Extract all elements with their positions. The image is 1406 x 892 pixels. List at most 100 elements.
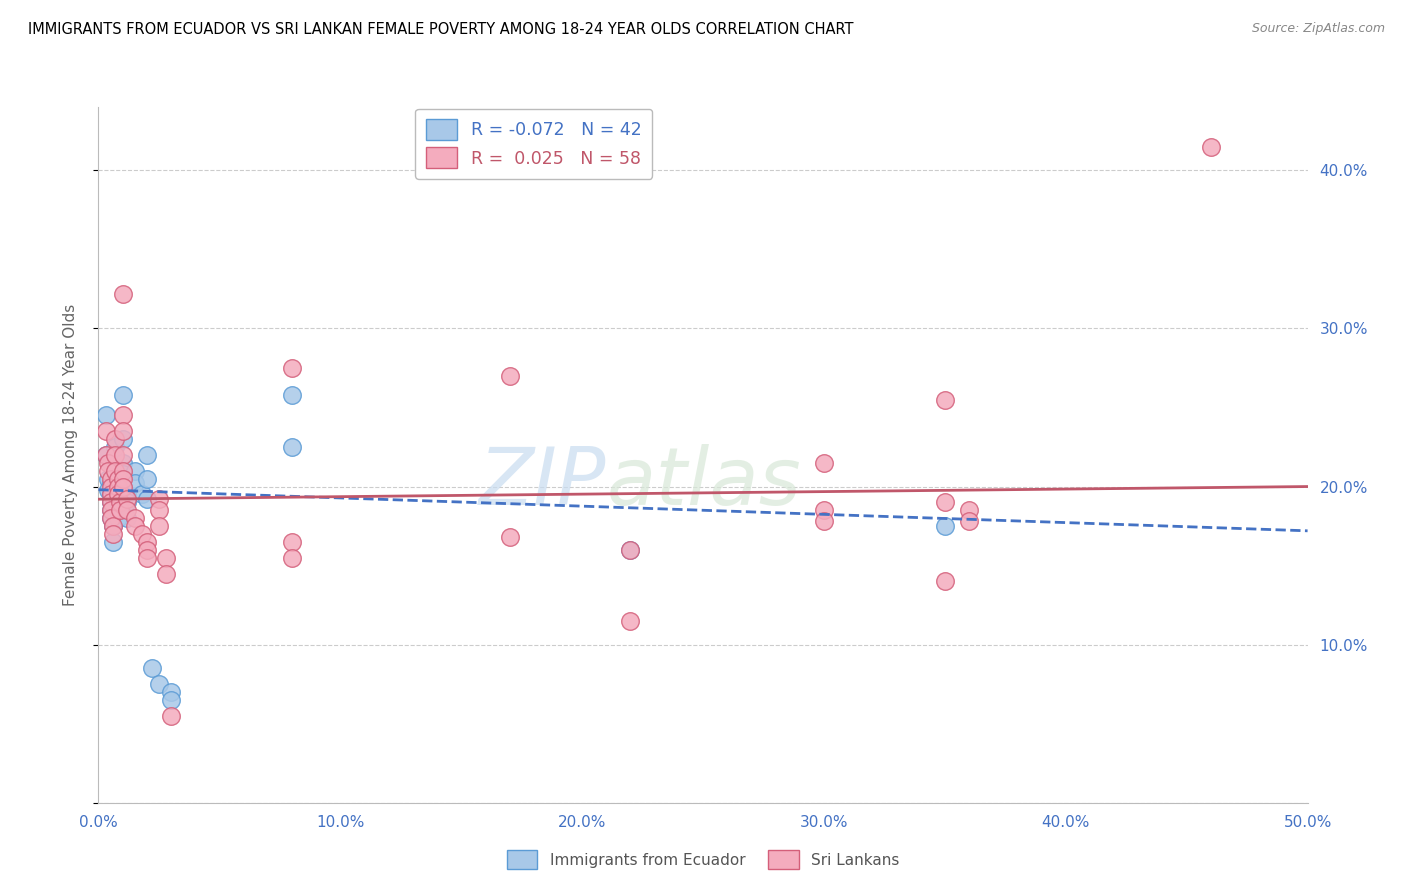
Point: [160, 693, 183, 707]
Point: [97, 472, 120, 486]
Point: [94, 409, 117, 423]
Point: [111, 448, 134, 462]
Point: [100, 487, 122, 501]
Point: [117, 511, 139, 525]
Point: [498, 368, 520, 383]
Point: [148, 677, 170, 691]
Point: [281, 440, 304, 454]
Point: [107, 472, 129, 486]
Point: [97, 464, 120, 478]
Point: [281, 550, 304, 565]
Point: [94, 424, 117, 438]
Point: [117, 495, 139, 509]
Point: [100, 487, 122, 501]
Text: ZIP: ZIP: [479, 443, 606, 522]
Point: [111, 388, 134, 402]
Point: [100, 456, 122, 470]
Point: [111, 479, 134, 493]
Point: [155, 566, 177, 581]
Point: [135, 535, 157, 549]
Point: [135, 550, 157, 565]
Point: [104, 432, 127, 446]
Point: [619, 614, 641, 628]
Point: [813, 503, 835, 517]
Point: [281, 535, 304, 549]
Point: [124, 476, 146, 491]
Text: IMMIGRANTS FROM ECUADOR VS SRI LANKAN FEMALE POVERTY AMONG 18-24 YEAR OLDS CORRE: IMMIGRANTS FROM ECUADOR VS SRI LANKAN FE…: [28, 22, 853, 37]
Point: [111, 467, 134, 481]
Point: [135, 472, 157, 486]
Point: [117, 487, 139, 501]
Point: [107, 479, 129, 493]
Point: [108, 495, 131, 509]
Point: [160, 708, 183, 723]
Point: [100, 495, 122, 509]
Y-axis label: Female Poverty Among 18-24 Year Olds: Female Poverty Among 18-24 Year Olds: [63, 304, 77, 606]
Point: [148, 503, 170, 517]
Point: [107, 511, 129, 525]
Point: [813, 514, 835, 528]
Point: [957, 503, 980, 517]
Point: [281, 360, 304, 375]
Point: [131, 527, 153, 541]
Point: [101, 535, 124, 549]
Point: [148, 492, 170, 507]
Point: [104, 448, 127, 462]
Point: [131, 487, 153, 501]
Point: [111, 424, 134, 438]
Point: [619, 542, 641, 557]
Point: [94, 448, 117, 462]
Point: [117, 503, 139, 517]
Point: [135, 542, 157, 557]
Point: [957, 514, 980, 528]
Point: [111, 432, 134, 446]
Point: [111, 286, 134, 301]
Text: Source: ZipAtlas.com: Source: ZipAtlas.com: [1251, 22, 1385, 36]
Point: [498, 530, 520, 544]
Point: [100, 479, 122, 493]
Point: [104, 464, 127, 478]
Point: [141, 661, 163, 675]
Point: [104, 440, 127, 454]
Point: [100, 503, 122, 517]
Point: [107, 495, 129, 509]
Point: [108, 472, 131, 486]
Point: [117, 492, 139, 507]
Point: [813, 456, 835, 470]
Point: [101, 519, 124, 533]
Point: [155, 550, 177, 565]
Point: [101, 519, 124, 533]
Point: [100, 511, 122, 525]
Point: [100, 476, 122, 491]
Point: [100, 503, 122, 517]
Point: [107, 487, 129, 501]
Point: [934, 495, 956, 509]
Point: [100, 472, 122, 486]
Point: [111, 479, 134, 493]
Point: [104, 479, 127, 493]
Point: [100, 495, 122, 509]
Point: [124, 519, 146, 533]
Point: [111, 472, 134, 486]
Point: [148, 519, 170, 533]
Point: [108, 492, 131, 507]
Point: [160, 685, 183, 699]
Point: [107, 487, 129, 501]
Point: [97, 456, 120, 470]
Point: [108, 503, 131, 517]
Text: atlas: atlas: [606, 443, 801, 522]
Point: [934, 519, 956, 533]
Point: [135, 448, 157, 462]
Point: [104, 464, 127, 478]
Legend: Immigrants from Ecuador, Sri Lankans: Immigrants from Ecuador, Sri Lankans: [501, 845, 905, 875]
Point: [1199, 139, 1222, 153]
Point: [619, 542, 641, 557]
Point: [934, 392, 956, 407]
Point: [97, 483, 120, 497]
Point: [934, 574, 956, 589]
Point: [100, 511, 122, 525]
Point: [111, 456, 134, 470]
Point: [111, 464, 134, 478]
Point: [111, 409, 134, 423]
Point: [281, 388, 304, 402]
